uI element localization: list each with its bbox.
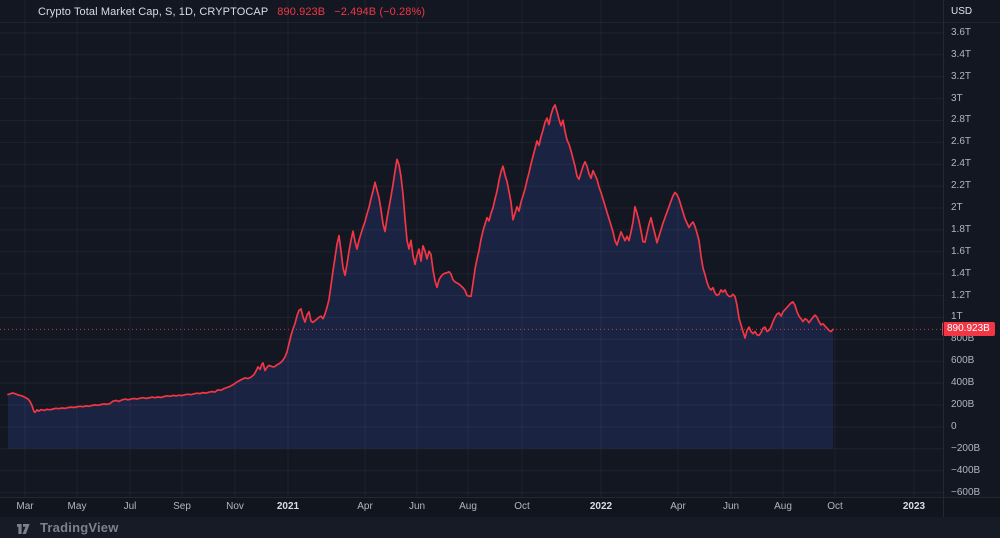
price-tick-label: 600B (951, 355, 975, 366)
plot-svg[interactable] (0, 0, 943, 497)
currency-label: USD (951, 6, 973, 17)
price-axis[interactable]: USD 890.923B 3.6T 3.4T 3.2T 3T 2.8T 2.6T 2.4T 2… (942, 0, 1000, 498)
top-separator (0, 22, 1000, 23)
price-tick-label: 1.8T (951, 224, 972, 235)
time-tick-label: Mar (16, 501, 34, 512)
price-tick-label: 800B (951, 333, 975, 344)
price-tick-label: 200B (951, 399, 975, 410)
price-tick-label: 3.6T (951, 27, 972, 38)
time-tick-label: Oct (827, 501, 843, 512)
last-price-badge: 890.923B (942, 322, 995, 336)
price-tick-label: 400B (951, 377, 975, 388)
symbol-legend[interactable]: Crypto Total Market Cap, S, 1D, CRYPTOCA… (38, 6, 425, 18)
market-cap-line (7, 104, 834, 414)
chart-pane[interactable]: Crypto Total Market Cap, S, 1D, CRYPTOCA… (0, 0, 943, 497)
footer-bar: TradingView (0, 517, 1000, 538)
price-tick-label: 2.2T (951, 180, 972, 191)
time-tick-label: Sep (173, 501, 191, 512)
price-tick-label: 3T (951, 93, 963, 104)
price-tick-label: 1.4T (951, 268, 972, 279)
time-axis[interactable]: Mar May Jul Sep Nov 2021 Apr Jun Aug Oct 2022 Apr Ju… (0, 498, 1000, 517)
time-tick-label: Nov (226, 501, 244, 512)
time-tick-label: Apr (357, 501, 373, 512)
change-text: −2.494B (−0.28%) (334, 6, 426, 18)
time-axis-border (0, 497, 1000, 498)
last-price-text: 890.923B (277, 6, 326, 18)
price-tick-label: 2.8T (951, 114, 972, 125)
price-tick-label: −200B (951, 443, 981, 454)
price-tick-label: 1T (951, 311, 963, 322)
time-tick-label: Apr (670, 501, 686, 512)
price-tick-label: −400B (951, 465, 981, 476)
price-tick-label: 1.2T (951, 290, 972, 301)
tradingview-logo-icon (17, 523, 30, 534)
time-tick-label: Oct (514, 501, 530, 512)
time-tick-label: Jul (123, 501, 137, 512)
time-tick-label: May (67, 501, 87, 512)
symbol-title: Crypto Total Market Cap, S, 1D, CRYPTOCA… (38, 6, 269, 18)
price-tick-label: 3.4T (951, 49, 972, 60)
time-tick-label: Aug (459, 501, 477, 512)
price-tick-label: 2.4T (951, 158, 972, 169)
time-tick-label: Jun (722, 501, 740, 512)
tradingview-logo[interactable]: TradingView (17, 520, 119, 535)
price-tick-label: −600B (951, 487, 981, 498)
price-tick-label: 2.6T (951, 136, 972, 147)
time-tick-label: Aug (774, 501, 792, 512)
price-tick-label: 2T (951, 202, 963, 213)
price-tick-label: 3.2T (951, 71, 972, 82)
time-tick-label: 2021 (276, 501, 300, 512)
price-tick-label: 1.6T (951, 246, 972, 257)
area-fill (8, 104, 833, 449)
time-tick-label: Jun (408, 501, 426, 512)
time-tick-label: 2023 (902, 501, 926, 512)
tradingview-logo-text: TradingView (40, 520, 119, 535)
price-tick-label: 0 (951, 421, 957, 432)
price-axis-border (943, 0, 944, 517)
time-tick-label: 2022 (589, 501, 613, 512)
